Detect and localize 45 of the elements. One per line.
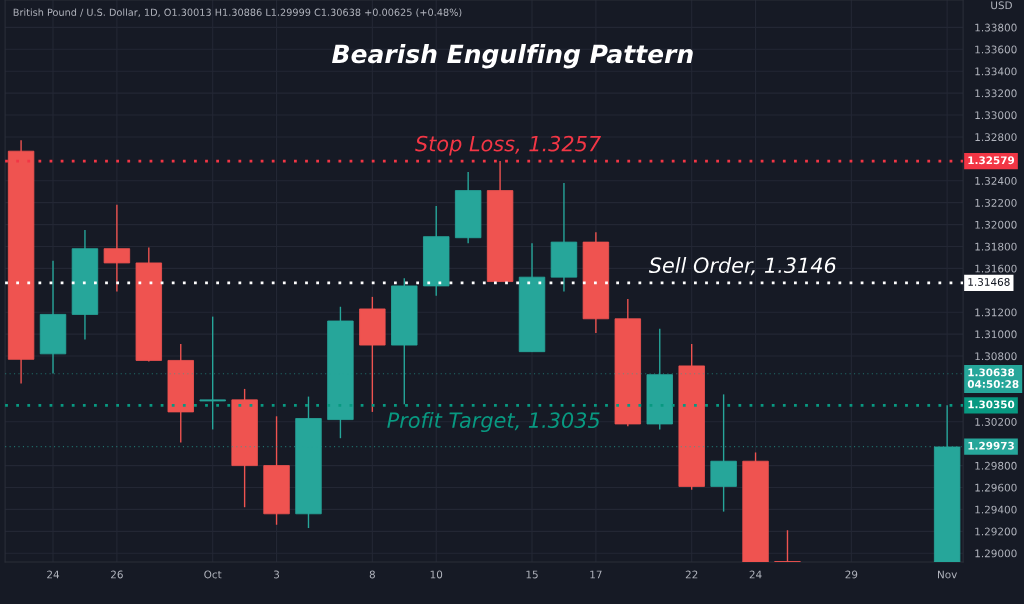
annotation: Profit Target, 1.3035 bbox=[387, 411, 600, 433]
ref-line-label: 1.30638 04:50:28 bbox=[967, 368, 1019, 388]
y-tick-label: 1.31800 bbox=[975, 242, 1017, 251]
x-tick-label: 29 bbox=[845, 570, 858, 579]
y-tick-label: 1.29400 bbox=[975, 505, 1017, 514]
ref-line-label: 1.32579 bbox=[968, 156, 1015, 165]
x-tick-label: Nov bbox=[938, 570, 958, 579]
y-tick-label: 1.31600 bbox=[975, 264, 1017, 273]
y-tick-label: 1.33400 bbox=[975, 67, 1017, 76]
y-axis-title: USD bbox=[991, 1, 1012, 10]
ref-line-label: 1.29973 bbox=[968, 441, 1014, 450]
x-tick-label: 8 bbox=[369, 570, 375, 579]
x-tick-label: 22 bbox=[685, 570, 698, 579]
text: Bearish Engulfing Pattern bbox=[332, 44, 693, 69]
x-tick-label: 17 bbox=[590, 570, 602, 579]
x-tick-label: 24 bbox=[749, 570, 762, 579]
y-tick-label: 1.32200 bbox=[975, 198, 1017, 207]
y-tick-label: 1.29800 bbox=[975, 461, 1017, 470]
annotation: Stop Loss, 1.3257 bbox=[415, 135, 601, 156]
x-tick-label: 3 bbox=[274, 570, 280, 579]
y-tick-label: 1.33000 bbox=[975, 111, 1017, 120]
x-tick-label: 26 bbox=[111, 570, 123, 579]
y-tick-label: 1.33600 bbox=[975, 45, 1017, 54]
y-tick-label: 1.33200 bbox=[975, 89, 1017, 98]
text: British Pound / U.S. Dollar, 1D, O1.30013 H1.30886 L1.29999 C1.30638 +0.00625 (+0.48%) bbox=[13, 8, 462, 18]
x-tick-label: 24 bbox=[47, 570, 60, 579]
annotation: Sell Order, 1.3146 bbox=[648, 256, 836, 276]
ref-line-label: 1.30350 bbox=[968, 400, 1015, 409]
y-tick-label: 1.30200 bbox=[975, 418, 1017, 426]
y-tick-label: 1.30800 bbox=[975, 352, 1017, 361]
candlestick bbox=[199, 315, 226, 431]
y-tick-label: 1.31200 bbox=[975, 308, 1017, 317]
x-tick-label: 15 bbox=[526, 570, 538, 579]
y-tick-label: 1.33800 bbox=[975, 23, 1017, 32]
y-tick-label: 1.29200 bbox=[975, 527, 1017, 536]
y-tick-label: 1.32400 bbox=[975, 176, 1017, 185]
x-tick-label: 10 bbox=[430, 570, 443, 579]
y-tick-label: 1.32800 bbox=[975, 133, 1017, 142]
ref-line-label: 1.31468 bbox=[968, 278, 1010, 286]
y-tick-label: 1.29000 bbox=[975, 549, 1017, 558]
y-tick-label: 1.31000 bbox=[975, 330, 1017, 339]
x-tick-label: Oct bbox=[204, 570, 222, 579]
y-tick-label: 1.32000 bbox=[975, 220, 1017, 229]
y-tick-label: 1.29600 bbox=[975, 483, 1017, 492]
candlestick bbox=[774, 529, 801, 562]
